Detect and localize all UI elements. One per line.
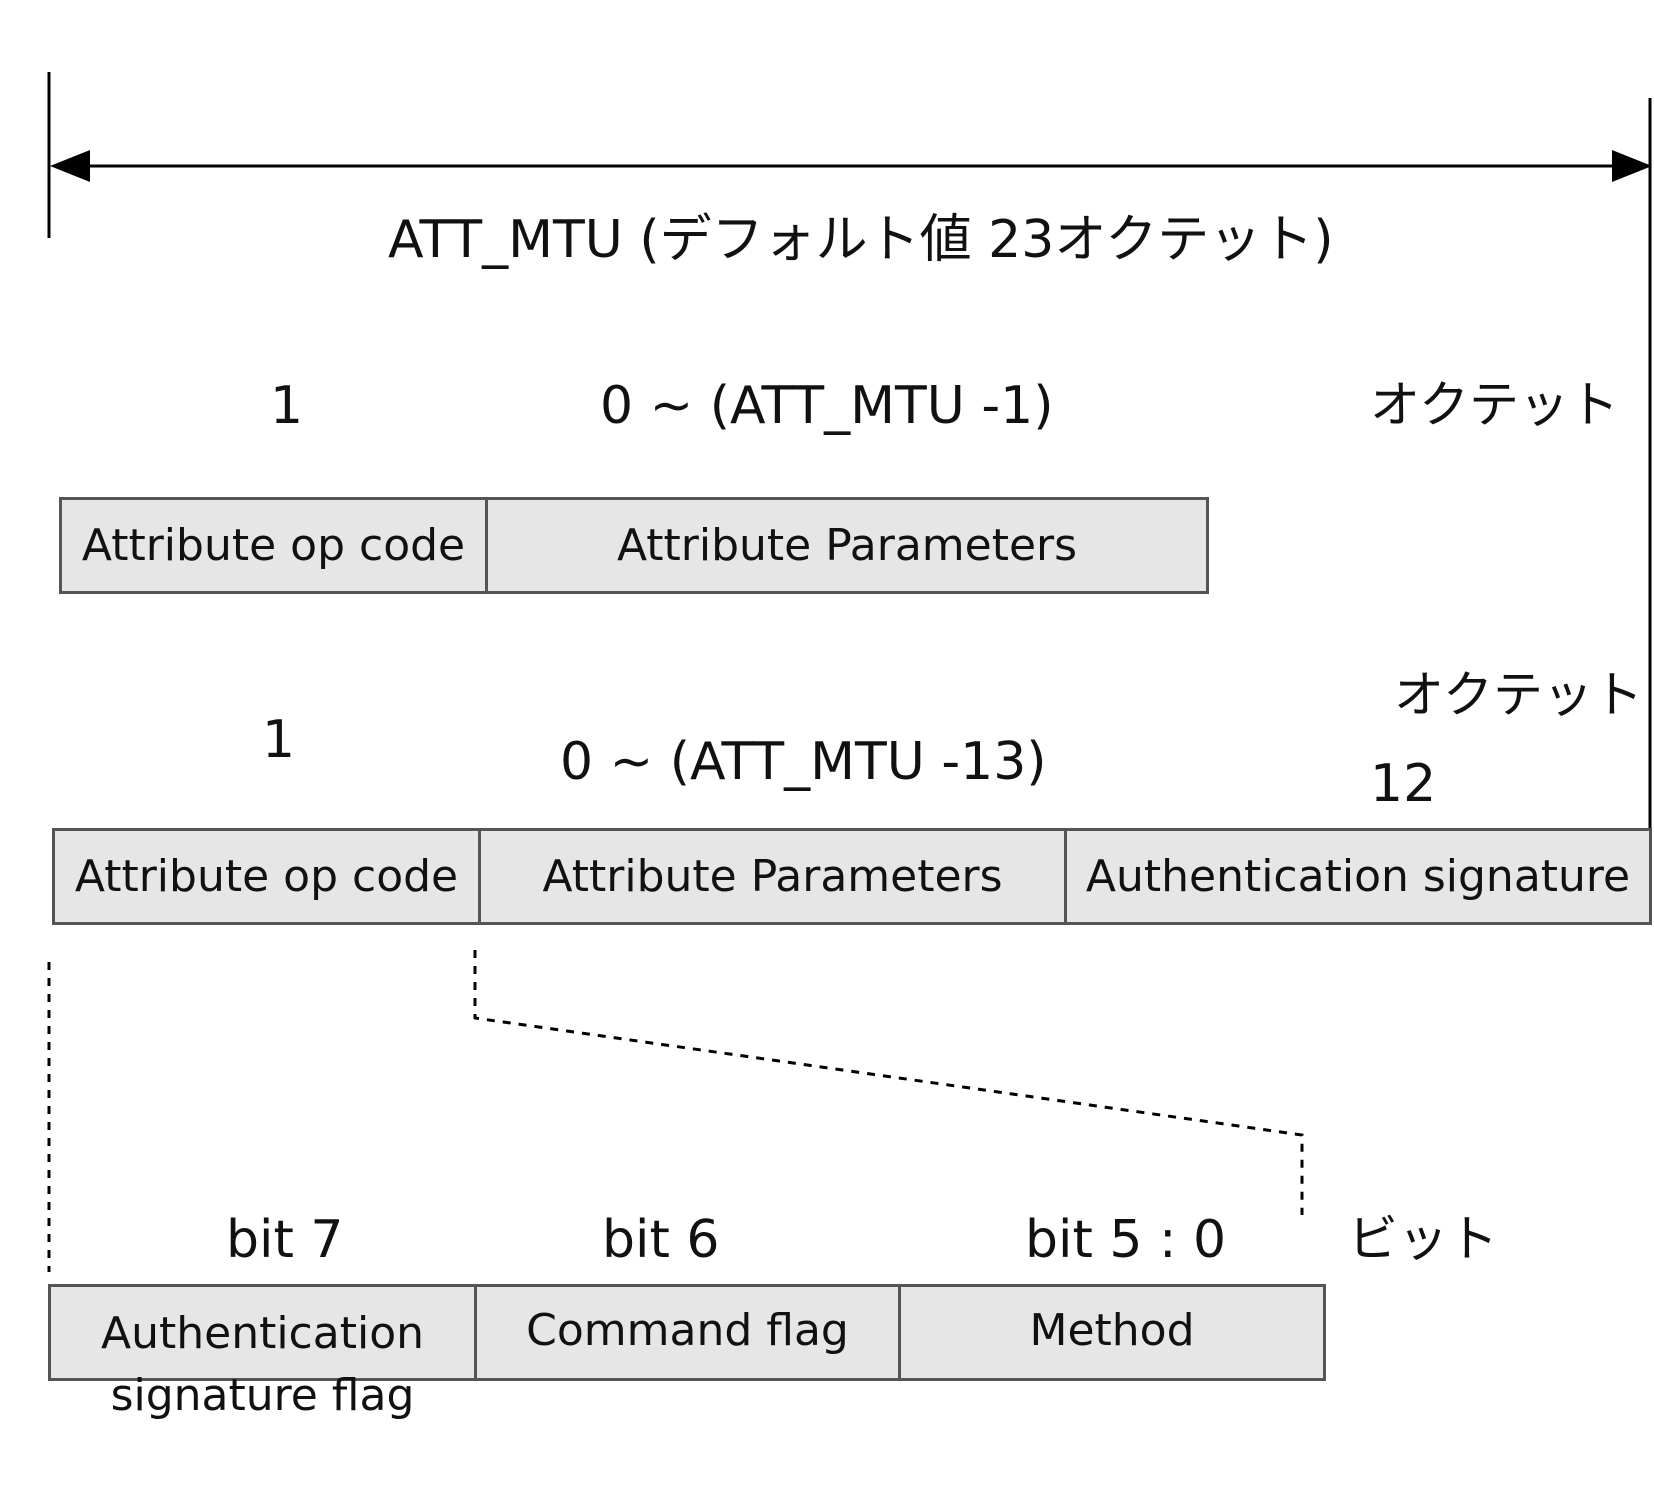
bit6-label: bit 6 xyxy=(602,1210,720,1270)
signed-signature-field: Authentication signature xyxy=(1064,828,1652,925)
bit5-0-label: bit 5 : 0 xyxy=(1025,1210,1227,1270)
method-field: Method xyxy=(898,1284,1326,1381)
bits-unit-label: ビット xyxy=(1348,1210,1498,1268)
plain-size-opcode: 1 xyxy=(270,376,304,436)
signed-size-params: 0 ~ (ATT_MTU -13) xyxy=(560,732,1047,792)
expand-line-right xyxy=(473,950,1304,1215)
signed-params-field: Attribute Parameters xyxy=(478,828,1067,925)
signed-params-label: Attribute Parameters xyxy=(542,850,1003,902)
plain-params-field: Attribute Parameters xyxy=(485,497,1209,594)
mtu-arrowhead-right xyxy=(1612,150,1652,182)
signed-signature-label: Authentication signature xyxy=(1085,850,1631,902)
plain-opcode-label: Attribute op code xyxy=(81,519,466,571)
signed-size-opcode: 1 xyxy=(262,710,296,770)
plain-unit-label: オクテット xyxy=(1370,376,1619,434)
signed-size-signature: 12 xyxy=(1370,754,1437,814)
method-label: Method xyxy=(1029,1305,1195,1356)
plain-params-label: Attribute Parameters xyxy=(616,519,1078,571)
signed-opcode-label: Attribute op code xyxy=(74,850,459,902)
command-flag-field: Command flag xyxy=(474,1284,901,1381)
auth-signature-flag-line2: signature flag xyxy=(110,1370,415,1421)
plain-size-params: 0 ~ (ATT_MTU -1) xyxy=(600,376,1054,436)
plain-opcode-field: Attribute op code xyxy=(59,497,488,594)
signed-opcode-field: Attribute op code xyxy=(52,828,481,925)
auth-signature-flag-label: Authentication signature flag xyxy=(101,1303,424,1427)
signed-unit-label: オクテット xyxy=(1394,666,1643,724)
mtu-arrowhead-left xyxy=(50,150,90,182)
att-mtu-title: ATT_MTU (デフォルト値 23オクテット) xyxy=(388,210,1334,270)
command-flag-label: Command flag xyxy=(526,1305,849,1356)
auth-signature-flag-field: Authentication signature flag xyxy=(48,1284,477,1421)
bit7-label: bit 7 xyxy=(226,1210,344,1270)
auth-signature-flag-line1: Authentication xyxy=(101,1308,424,1359)
